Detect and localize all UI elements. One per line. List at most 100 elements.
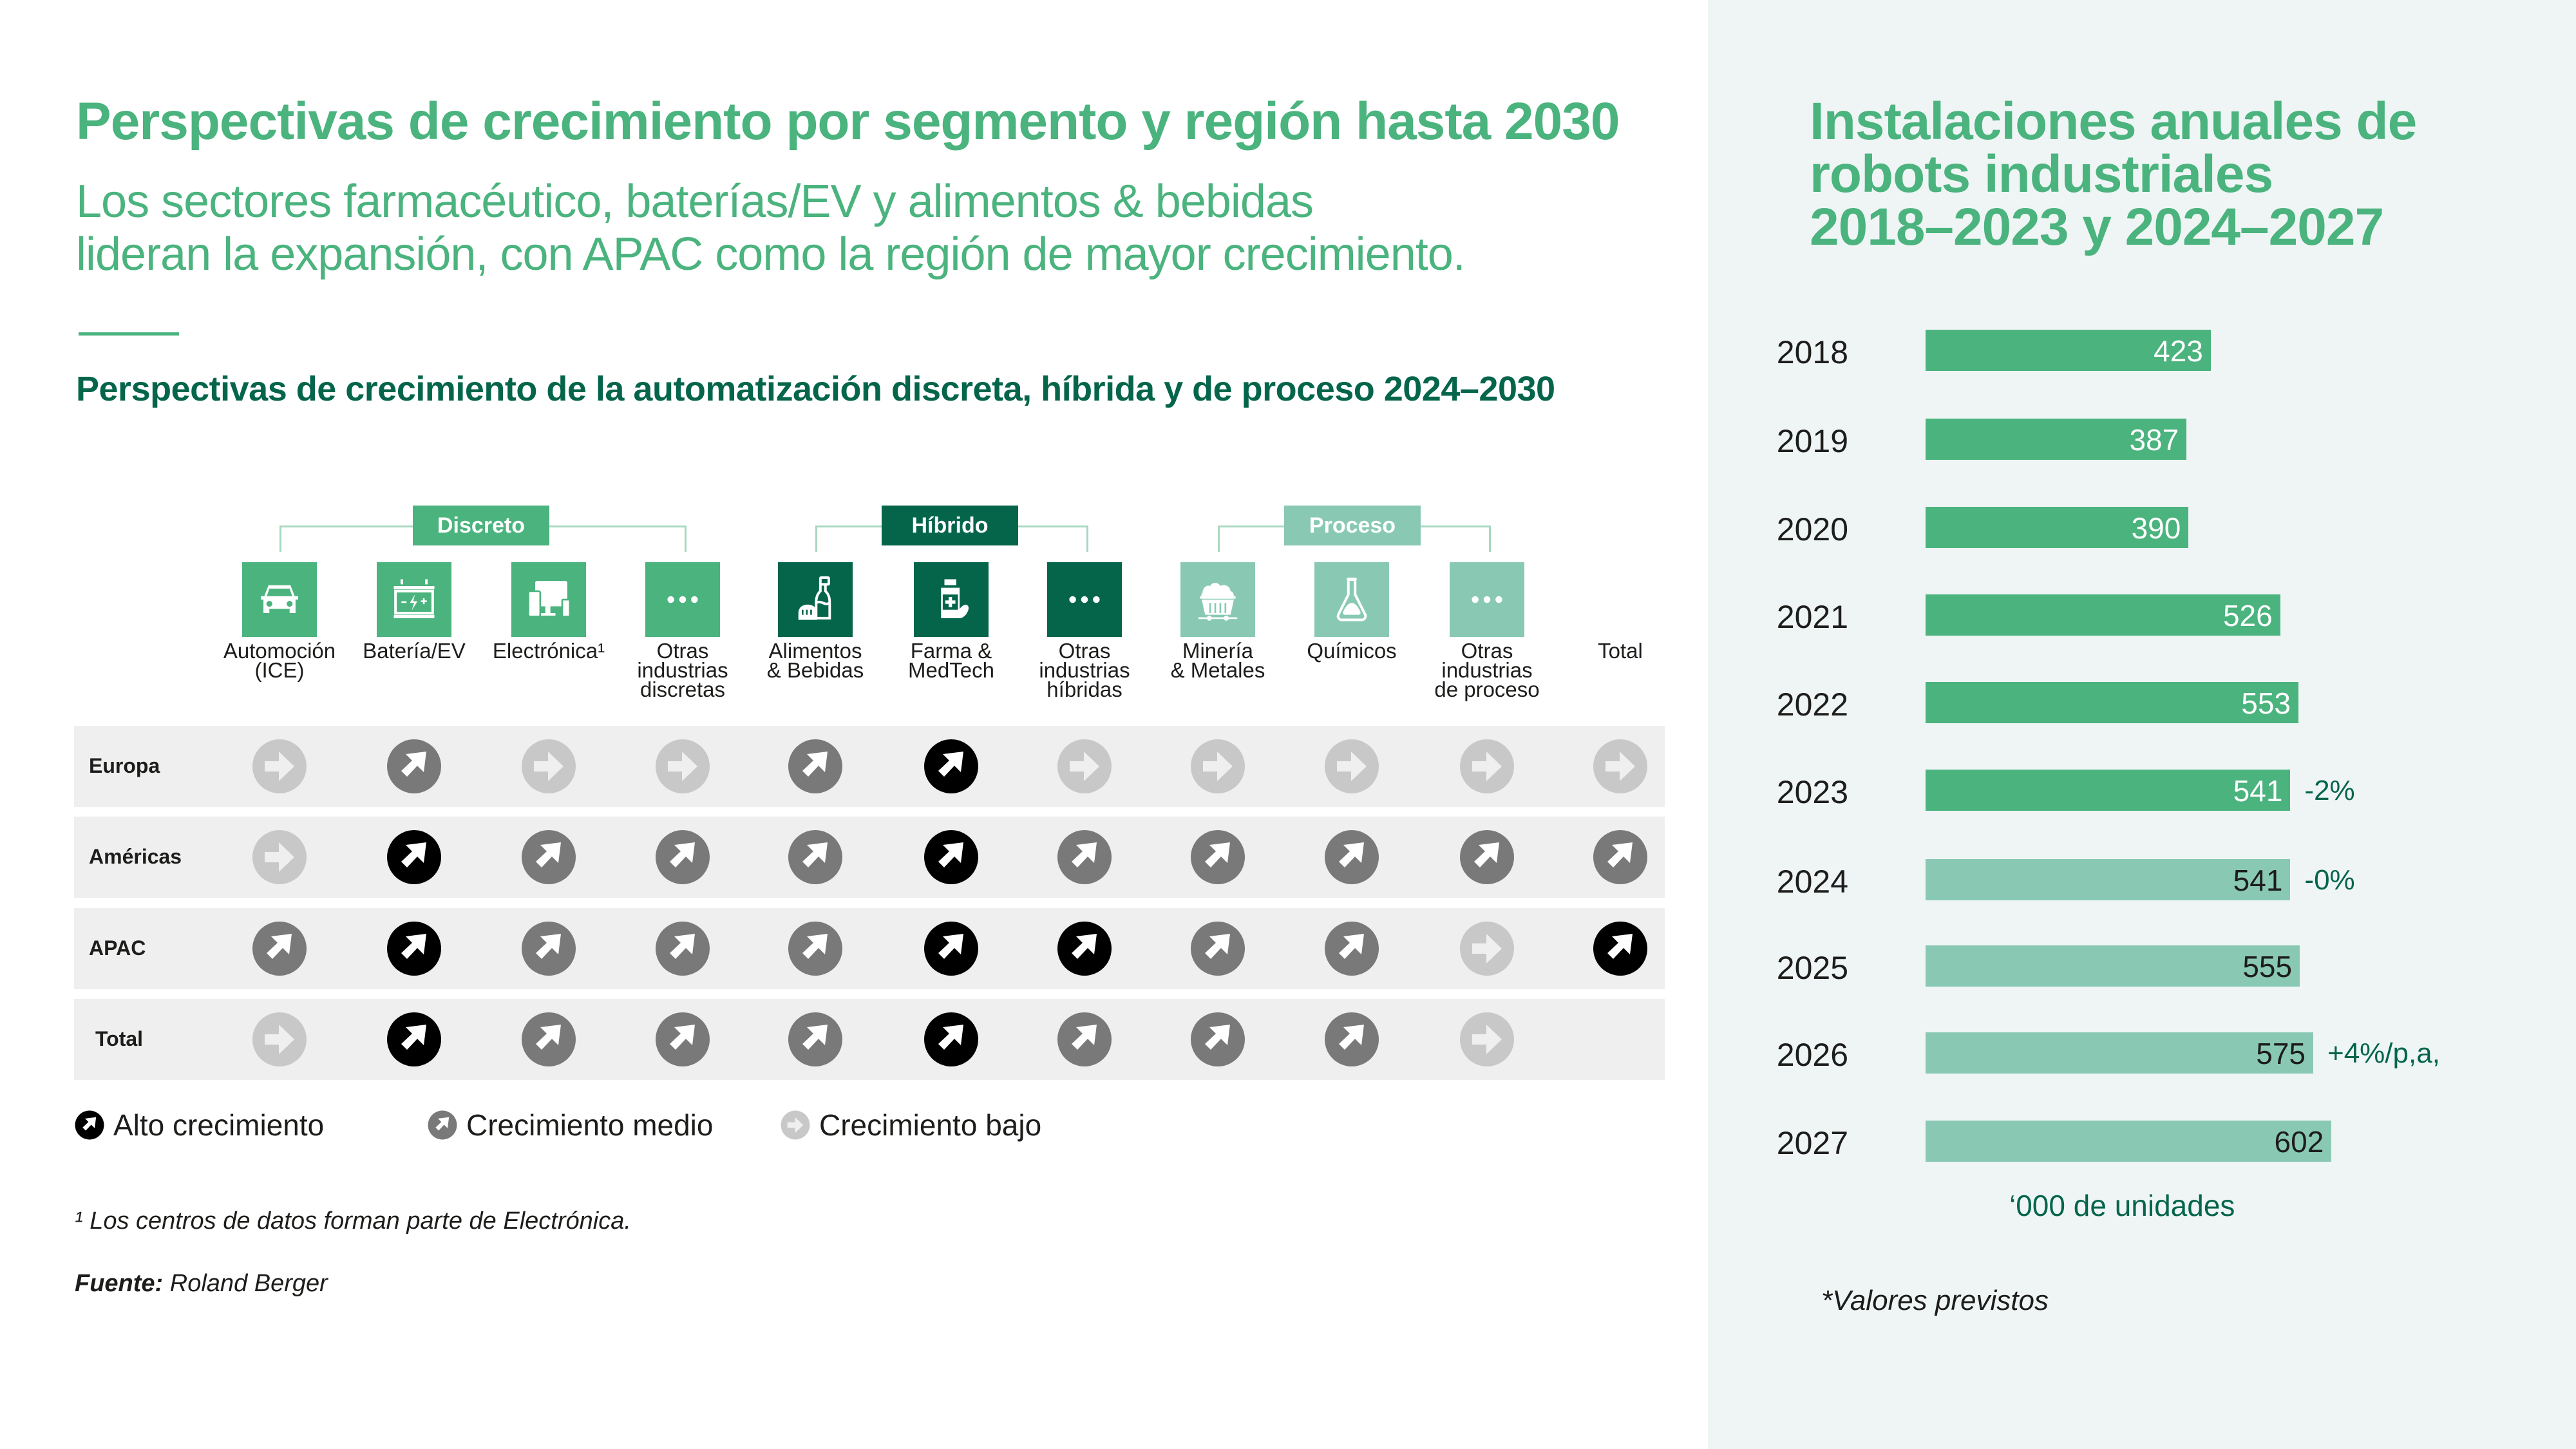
growth-low-icon: [252, 1012, 307, 1067]
chart-title: Instalaciones anuales de robots industri…: [1810, 92, 2417, 256]
forecast-bar: [1926, 1121, 2332, 1162]
row-label: Américas: [89, 845, 182, 868]
growth-medium-icon: [1324, 921, 1379, 976]
segment-label: Total: [1598, 639, 1643, 663]
car-icon: [242, 562, 317, 637]
growth-high-icon: [923, 1012, 979, 1067]
bar-value-label: 390: [2131, 511, 2181, 545]
growth-medium-icon: [386, 739, 442, 794]
growth-medium-icon: [788, 739, 843, 794]
growth-medium-icon: [655, 1012, 710, 1067]
more-dots-icon: [1450, 562, 1524, 637]
growth-medium-icon: [1057, 829, 1112, 885]
medicine-bottle-icon: [914, 562, 989, 637]
year-label: 2024: [1776, 864, 1848, 900]
growth-medium-icon: [1190, 829, 1245, 885]
growth-medium-icon: [252, 921, 307, 976]
actual-bar: [1926, 682, 2298, 723]
group-discreto-label: Discreto: [413, 506, 549, 545]
year-label: 2026: [1776, 1037, 1848, 1073]
electronics-icon: [511, 562, 586, 637]
year-label: 2018: [1776, 334, 1848, 370]
actual-bar: [1926, 507, 2189, 548]
year-label: 2027: [1776, 1125, 1848, 1161]
bar-value-label: 555: [2242, 950, 2293, 983]
legend-item-medium: Crecimiento medio: [428, 1108, 713, 1142]
growth-medium-icon: [788, 921, 843, 976]
growth-medium-icon: [788, 1012, 843, 1067]
bar-value-label: 526: [2222, 599, 2273, 632]
matrix-row: [74, 726, 1665, 807]
section-heading: Perspectivas de crecimiento de la automa…: [76, 370, 1555, 408]
growth-low-icon: [1057, 739, 1112, 794]
forecast-bar: [1926, 1032, 2314, 1074]
growth-low-icon: [521, 739, 576, 794]
row-label: Europa: [89, 754, 160, 777]
row-label: APAC: [89, 936, 146, 960]
matrix-row: [74, 999, 1665, 1080]
growth-high-icon: [386, 1012, 442, 1067]
growth-high-icon: [386, 829, 442, 885]
growth-low-icon: [781, 1110, 819, 1140]
segment-label: Otras industrias híbridas: [1039, 639, 1130, 701]
segment-label: Otras industrias de proceso: [1434, 639, 1540, 701]
growth-high-icon: [923, 739, 979, 794]
legend-item-low: Crecimiento bajo: [781, 1108, 1041, 1142]
bar-value-label: 541: [2233, 774, 2283, 808]
actual-bar: [1926, 770, 2291, 811]
growth-medium-icon: [1324, 1012, 1379, 1067]
segment-label: Electrónica¹: [492, 639, 605, 663]
growth-medium-icon: [788, 829, 843, 885]
actual-bar: [1926, 330, 2211, 371]
growth-high-icon: [75, 1110, 113, 1140]
source-value: Roland Berger: [163, 1270, 328, 1297]
group-hibrido-label: Híbrido: [882, 506, 1018, 545]
bar-value-label: 602: [2274, 1125, 2324, 1159]
growth-medium-icon: [1190, 921, 1245, 976]
legend-label: Alto crecimiento: [113, 1108, 325, 1142]
growth-high-icon: [923, 829, 979, 885]
row-label: Total: [95, 1027, 144, 1050]
matrix-row: [74, 817, 1665, 898]
segment-label: Otras industrias discretas: [637, 639, 728, 701]
legend-item-high: Alto crecimiento: [75, 1108, 324, 1142]
growth-low-icon: [252, 739, 307, 794]
group-proceso-label: Proceso: [1284, 506, 1421, 545]
growth-medium-icon: [521, 829, 576, 885]
year-label: 2021: [1776, 599, 1848, 635]
more-dots-icon: [645, 562, 720, 637]
source-label: Fuente:: [75, 1270, 164, 1297]
segment-label: Farma & MedTech: [908, 639, 994, 682]
year-label: 2023: [1776, 774, 1848, 810]
bar-value-label: 541: [2233, 864, 2283, 897]
segment-label: Químicos: [1307, 639, 1397, 663]
bar-annotation: -0%: [2304, 864, 2355, 896]
growth-low-icon: [1459, 921, 1515, 976]
growth-medium-icon: [521, 1012, 576, 1067]
actual-bar: [1926, 419, 2187, 460]
growth-medium-icon: [1057, 1012, 1112, 1067]
growth-medium-icon: [521, 921, 576, 976]
bar-value-label: 553: [2241, 687, 2291, 720]
source-note: Fuente: Roland Berger: [75, 1270, 328, 1298]
title-divider: [79, 332, 179, 336]
growth-medium-icon: [428, 1110, 466, 1140]
bar-value-label: 575: [2256, 1037, 2306, 1070]
year-label: 2022: [1776, 687, 1848, 723]
growth-medium-icon: [1324, 829, 1379, 885]
forecast-bar: [1926, 859, 2291, 900]
growth-low-icon: [252, 829, 307, 885]
segment-label: Automoción (ICE): [223, 639, 336, 682]
battery-icon: [377, 562, 451, 637]
legend-label: Crecimiento bajo: [819, 1108, 1042, 1142]
growth-low-icon: [1459, 739, 1515, 794]
bar-annotation: +4%/p,a,: [2327, 1037, 2440, 1069]
bar-value-label: 423: [2154, 334, 2203, 368]
growth-high-icon: [1593, 921, 1648, 976]
page-title: Perspectivas de crecimiento por segmento…: [76, 92, 1620, 151]
actual-bar: [1926, 594, 2280, 636]
growth-high-icon: [386, 921, 442, 976]
growth-low-icon: [1593, 739, 1648, 794]
bar-value-label: 387: [2129, 423, 2179, 457]
year-label: 2025: [1776, 950, 1848, 986]
